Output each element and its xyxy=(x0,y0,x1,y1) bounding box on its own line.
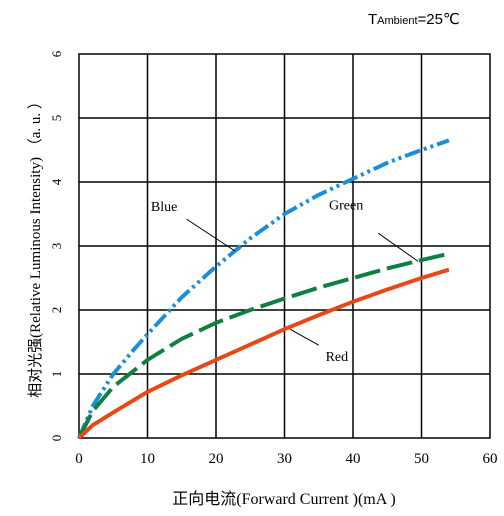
y-tick-label-1: 1 xyxy=(49,371,64,378)
y-tick-label-3: 3 xyxy=(49,243,64,250)
x-tick-label-50: 50 xyxy=(414,451,429,467)
leader-line-green xyxy=(378,232,419,262)
series-label-green: Green xyxy=(329,199,363,214)
ambient-condition-value: =25℃ xyxy=(418,11,460,28)
leader-line-red xyxy=(289,328,319,346)
annotation-layer: Blue Green Red xyxy=(151,199,419,365)
series-line-green xyxy=(77,251,450,439)
series-line-red xyxy=(77,267,450,440)
y-tick-label-2: 2 xyxy=(49,307,64,314)
x-tick-label-40: 40 xyxy=(346,451,361,467)
x-tick-label-60: 60 xyxy=(483,451,498,467)
x-tick-label-20: 20 xyxy=(209,451,224,467)
plot-frame xyxy=(78,53,491,439)
x-axis-label: 正向电流(Forward Current )(mA ) xyxy=(172,490,396,508)
y-tick-label-6: 6 xyxy=(49,50,64,57)
x-tick-label-0: 0 xyxy=(75,451,83,467)
y-tick-label-5: 5 xyxy=(49,115,64,122)
y-tick-label-0: 0 xyxy=(49,435,64,442)
y-tick-label-4: 4 xyxy=(49,178,64,185)
grid xyxy=(79,54,490,438)
series-label-blue: Blue xyxy=(151,200,177,215)
x-tick-label-30: 30 xyxy=(277,451,292,467)
series-layer xyxy=(77,138,450,440)
ambient-condition-subscript: Ambient xyxy=(377,15,417,27)
x-tick-label-10: 10 xyxy=(140,451,155,467)
tick-labels: 0 10 20 30 40 50 60 0 1 2 3 4 5 6 xyxy=(49,50,498,467)
ambient-condition-prefix: T xyxy=(368,11,377,28)
series-label-red: Red xyxy=(326,350,349,365)
series-line-blue xyxy=(77,138,450,439)
ambient-condition: TAmbient=25℃ xyxy=(368,11,460,28)
y-axis-label: 相对光强(Relative Luminous Intensity) （a. u.… xyxy=(27,94,44,398)
leader-line-blue xyxy=(186,218,236,252)
